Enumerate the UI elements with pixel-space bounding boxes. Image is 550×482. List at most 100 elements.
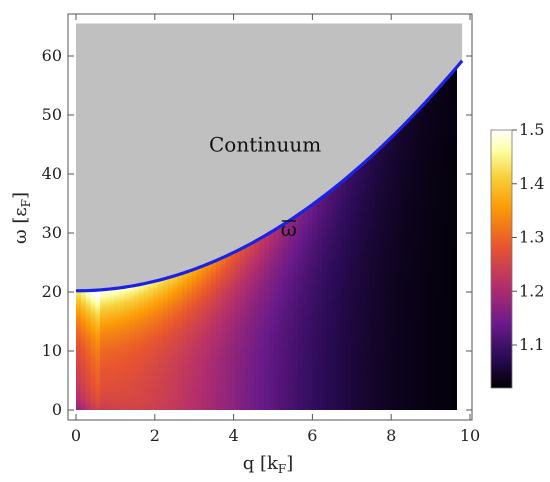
heatmap-cell <box>230 283 236 287</box>
heatmap-cell <box>162 286 169 290</box>
heatmap-cell <box>177 338 183 341</box>
heatmap-cell <box>249 305 256 309</box>
heatmap-cell <box>129 295 135 299</box>
heatmap-cell <box>80 309 87 312</box>
heatmap-cell <box>288 293 294 298</box>
heatmap-cell <box>317 211 323 216</box>
heatmap-cell <box>100 291 106 295</box>
heatmap-cell <box>177 417 182 420</box>
heatmap-cell <box>167 283 174 286</box>
heatmap-cell <box>162 360 169 364</box>
heatmap-cell <box>283 404 289 409</box>
heatmap-cell <box>76 309 82 312</box>
heatmap-cell <box>312 205 318 210</box>
heatmap-cell <box>298 327 304 332</box>
heatmap-cell <box>206 354 212 358</box>
heatmap-cell <box>302 377 309 381</box>
heatmap-cell <box>143 289 149 292</box>
heatmap-cell <box>259 333 265 337</box>
heatmap-cell <box>172 279 178 283</box>
heatmap-cell <box>413 370 420 376</box>
heatmap-cell <box>215 402 222 406</box>
heatmap-cell <box>273 326 280 330</box>
heatmap-cell <box>191 322 198 326</box>
heatmap-cell <box>302 287 309 291</box>
heatmap-cell <box>240 296 246 300</box>
heatmap-cell <box>240 387 246 391</box>
heatmap-cell <box>360 324 367 329</box>
heatmap-cell <box>293 277 299 281</box>
heatmap-cell <box>104 404 111 407</box>
heatmap-cell <box>90 350 96 354</box>
heatmap-cell <box>109 305 116 308</box>
heatmap-cell <box>124 375 130 378</box>
heatmap-cell <box>187 344 193 348</box>
heatmap-cell <box>244 295 251 299</box>
heatmap-cell <box>394 349 400 354</box>
heatmap-cell <box>172 318 178 322</box>
heatmap-cell <box>230 259 236 263</box>
heatmap-cell <box>215 268 222 272</box>
heatmap-cell <box>399 372 405 378</box>
heatmap-cell <box>351 263 357 268</box>
heatmap-cell <box>326 396 333 400</box>
heatmap-cell <box>86 417 91 419</box>
heatmap-cell <box>307 236 314 241</box>
heatmap-cell <box>90 371 96 374</box>
heatmap-cell <box>235 332 241 336</box>
heatmap-cell <box>389 338 396 343</box>
heatmap-cell <box>211 380 217 384</box>
heatmap-cell <box>264 287 270 291</box>
heatmap-cell <box>264 326 270 331</box>
heatmap-cell <box>389 152 396 158</box>
heatmap-cell <box>298 230 304 235</box>
heatmap-cell <box>95 334 101 337</box>
heatmap-cell <box>240 316 246 320</box>
heatmap-cell <box>225 297 232 301</box>
heatmap-cell <box>317 340 323 345</box>
heatmap-cell <box>124 405 130 409</box>
heatmap-cell <box>100 319 106 322</box>
heatmap-cell <box>351 238 357 244</box>
heatmap-cell <box>177 377 183 381</box>
heatmap-cell <box>95 393 101 396</box>
heatmap-cell <box>187 283 193 287</box>
heatmap-cell <box>341 183 347 188</box>
heatmap-cell <box>307 336 314 341</box>
heatmap-cell <box>230 314 236 318</box>
heatmap-cell <box>109 314 116 318</box>
heatmap-cell <box>249 345 256 350</box>
heatmap-cell <box>206 285 212 289</box>
heatmap-cell <box>240 406 246 410</box>
heatmap-cell <box>365 203 372 209</box>
heatmap-cell <box>399 264 405 270</box>
heatmap-cell <box>399 185 405 191</box>
heatmap-cell <box>158 357 164 360</box>
heatmap-cell <box>273 250 280 254</box>
heatmap-cell <box>138 347 145 351</box>
heatmap-cell <box>259 320 265 324</box>
heatmap-cell <box>399 210 405 216</box>
heatmap-cell <box>95 411 100 413</box>
heatmap-cell <box>255 414 260 417</box>
heatmap-cell <box>158 289 164 293</box>
heatmap-cell <box>187 361 193 365</box>
heatmap-cell <box>90 330 96 334</box>
heatmap-cell <box>269 253 275 257</box>
heatmap-cell <box>104 313 111 316</box>
heatmap-cell <box>269 381 275 385</box>
heatmap-cell <box>293 372 299 377</box>
heatmap-cell <box>80 351 87 354</box>
heatmap-cell <box>182 303 188 307</box>
heatmap-cell <box>196 399 203 403</box>
heatmap-cell <box>346 415 351 419</box>
heatmap-cell <box>85 294 92 297</box>
heatmap-cell <box>114 314 121 317</box>
heatmap-cell <box>365 363 372 368</box>
heatmap-cell <box>240 257 246 261</box>
heatmap-cell <box>167 291 174 294</box>
heatmap-cell <box>211 353 217 357</box>
heatmap-cell <box>278 344 285 348</box>
heatmap-cell <box>413 405 420 410</box>
heatmap-cell <box>404 351 410 356</box>
